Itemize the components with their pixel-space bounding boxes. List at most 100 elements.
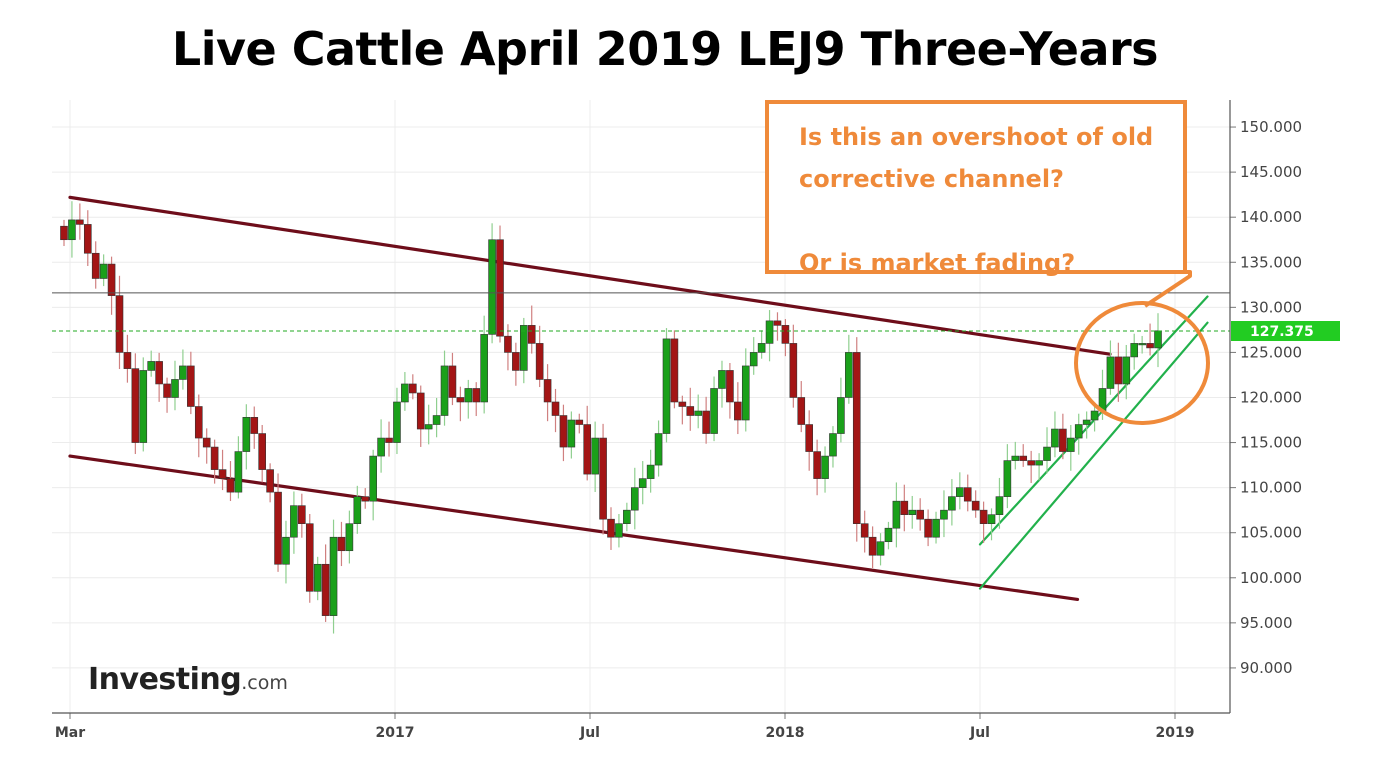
candle-body	[948, 496, 956, 511]
candle-body	[829, 433, 837, 457]
candle-body	[440, 365, 449, 416]
candle-body	[670, 338, 679, 403]
candle-body	[805, 424, 813, 452]
candle-body	[773, 320, 782, 326]
investing-logo[interactable]: Investing.com	[88, 662, 288, 697]
candle-body	[456, 397, 465, 403]
candle-body	[987, 514, 996, 524]
candle-body	[900, 500, 909, 515]
candle-body	[139, 370, 148, 443]
candle-body	[741, 365, 750, 421]
candle-body	[266, 469, 274, 493]
candle-body	[202, 437, 211, 448]
candle-body	[956, 487, 964, 497]
candle-body	[718, 370, 726, 389]
candle-body	[337, 536, 346, 552]
candle-body	[789, 343, 798, 398]
candle-body	[757, 343, 766, 353]
callout-line-1: Is this an overshoot of old	[799, 123, 1154, 151]
candle-body	[361, 496, 370, 502]
candle-body	[147, 361, 156, 371]
candle-body	[305, 523, 314, 592]
candle-body	[638, 478, 647, 488]
candle-body	[179, 365, 187, 380]
candle-body	[155, 361, 163, 385]
candle-body	[496, 239, 504, 337]
candle-body	[710, 388, 718, 434]
candle-body	[527, 325, 536, 344]
candle-body	[1051, 428, 1059, 448]
y-tick-label: 140.000	[1240, 208, 1302, 226]
candle-body	[543, 379, 552, 403]
candle-body	[488, 239, 496, 335]
candle-body	[702, 410, 710, 434]
candle-body	[163, 383, 171, 398]
candle-body	[884, 527, 893, 543]
candle-body	[654, 433, 663, 466]
candle-body	[599, 437, 607, 520]
candle-body	[837, 397, 845, 434]
candle-body	[940, 509, 948, 520]
last-price-label: 127.375	[1250, 324, 1314, 340]
candle-body	[187, 365, 195, 407]
candle-body	[76, 219, 84, 225]
candle-body	[258, 433, 266, 470]
candle-body	[662, 338, 671, 434]
candle-body	[432, 415, 441, 425]
candle-body	[1027, 460, 1035, 466]
candle-body	[1122, 356, 1131, 385]
candle-body	[519, 325, 528, 371]
candle-body	[1011, 455, 1020, 461]
candle-body	[868, 536, 877, 556]
candle-body	[234, 451, 243, 493]
y-tick-label: 145.000	[1240, 163, 1302, 181]
candle-body	[781, 325, 790, 344]
candle-body	[686, 406, 695, 416]
y-tick-label: 115.000	[1240, 434, 1302, 452]
candle-body	[924, 518, 932, 538]
callout-text: Is this an overshoot of old corrective ch…	[799, 116, 1153, 284]
last-price-badge	[1231, 321, 1340, 342]
candle-body	[1019, 455, 1028, 461]
x-tick-label: 2018	[766, 725, 805, 741]
candle-body	[971, 500, 980, 511]
candle-body	[393, 401, 401, 443]
x-tick-label: Jul	[579, 725, 600, 741]
candle-body	[512, 352, 520, 371]
candle-body	[575, 419, 584, 425]
new-channel-lower	[978, 321, 1209, 590]
candle-body	[194, 406, 203, 439]
candle-body	[559, 415, 568, 448]
candle-body	[345, 523, 354, 552]
x-tick-label: Mar	[55, 725, 85, 741]
candle-body	[551, 401, 560, 416]
candle-body	[876, 541, 885, 556]
candle-body	[963, 487, 972, 502]
y-tick-label: 110.000	[1240, 479, 1302, 497]
candle-body	[369, 455, 377, 502]
candle-body	[1154, 330, 1162, 349]
y-tick-label: 150.000	[1240, 118, 1302, 136]
candle-body	[892, 500, 901, 529]
candle-body	[448, 365, 457, 398]
candle-body	[797, 397, 806, 425]
candle-body	[298, 505, 306, 524]
x-tick-label: Jul	[969, 725, 990, 741]
candle-body	[591, 437, 599, 475]
candle-body	[401, 383, 409, 403]
candle-body	[583, 424, 592, 475]
candle-body	[377, 437, 385, 457]
candle-body	[68, 219, 76, 241]
candle-body	[1114, 356, 1123, 385]
y-tick-label: 100.000	[1240, 569, 1302, 587]
callout-spacer: ​	[799, 200, 1153, 242]
candle-body	[60, 225, 68, 241]
candle-body	[171, 379, 179, 398]
candle-body	[678, 401, 687, 407]
candle-body	[630, 487, 639, 511]
y-tick-label: 90.000	[1240, 659, 1293, 677]
chart-axes: 150.000 145.000 140.000 135.000 130.000 125.0…	[52, 100, 1302, 741]
candle-body	[242, 417, 251, 452]
candle-body	[472, 388, 481, 403]
candle-body	[694, 410, 703, 416]
